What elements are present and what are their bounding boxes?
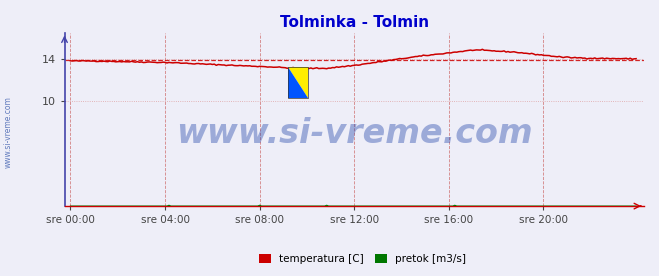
Legend: temperatura [C], pretok [m3/s]: temperatura [C], pretok [m3/s]: [254, 250, 471, 268]
Text: www.si-vreme.com: www.si-vreme.com: [3, 97, 13, 168]
Text: www.si-vreme.com: www.si-vreme.com: [176, 117, 532, 150]
Title: Tolminka - Tolmin: Tolminka - Tolmin: [279, 15, 429, 30]
Polygon shape: [287, 67, 308, 99]
Polygon shape: [287, 67, 308, 99]
